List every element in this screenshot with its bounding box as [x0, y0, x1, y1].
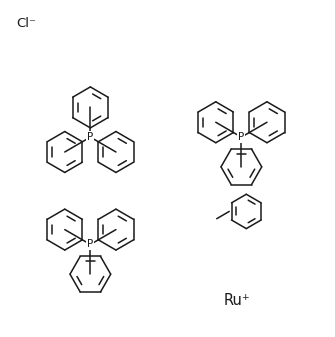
Text: Ru⁺: Ru⁺: [223, 293, 250, 308]
Text: Cl⁻: Cl⁻: [16, 17, 37, 30]
Text: P: P: [238, 132, 245, 142]
Text: P: P: [87, 240, 93, 249]
Text: P: P: [87, 132, 93, 142]
